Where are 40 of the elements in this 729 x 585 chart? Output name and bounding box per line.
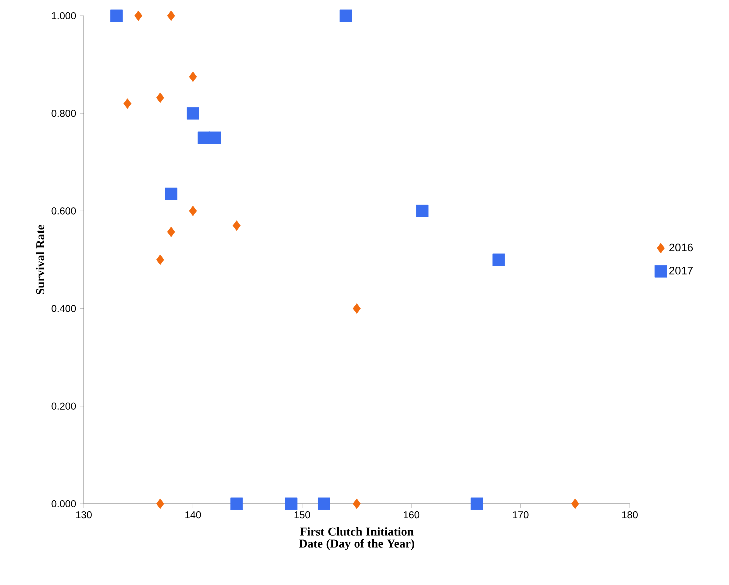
x-tick-label: 170 [513, 512, 529, 519]
point [167, 226, 176, 238]
point [187, 107, 200, 120]
x-axis-title: First Clutch Initiation Date (Day of the Year) [299, 527, 414, 550]
point [285, 498, 298, 510]
point [134, 10, 143, 22]
point [165, 188, 178, 200]
point [232, 220, 241, 232]
y-tick-label: 0.200 [52, 402, 76, 410]
point [189, 72, 198, 82]
y-tick-label: 1.000 [52, 12, 76, 20]
y-tick-label: 0.800 [52, 110, 76, 118]
point [353, 498, 361, 510]
point [230, 498, 244, 510]
point [156, 92, 164, 104]
legend-label: 2016 [670, 244, 694, 252]
point [470, 498, 484, 510]
point [318, 498, 330, 510]
point [189, 206, 198, 216]
legend-label: 2017 [670, 267, 693, 275]
point [167, 10, 176, 22]
y-axis-title: Survival Rate [36, 225, 45, 295]
y-tick-label: 0.400 [52, 305, 76, 312]
y-tick-label: 0.000 [52, 500, 76, 508]
point [124, 98, 132, 110]
point [492, 254, 506, 266]
point [416, 204, 429, 218]
point [353, 304, 361, 314]
point [208, 132, 222, 144]
point [571, 498, 580, 510]
point [156, 254, 164, 266]
x-tick-label: 140 [186, 512, 202, 519]
x-tick-label: 180 [622, 512, 638, 519]
x-tick-label: 130 [76, 512, 92, 519]
y-tick-label: 0.600 [52, 208, 76, 215]
x-tick-label: 160 [404, 512, 420, 519]
point [340, 10, 352, 22]
point [110, 10, 123, 22]
point [156, 498, 164, 510]
x-tick-label: 150 [294, 512, 310, 519]
